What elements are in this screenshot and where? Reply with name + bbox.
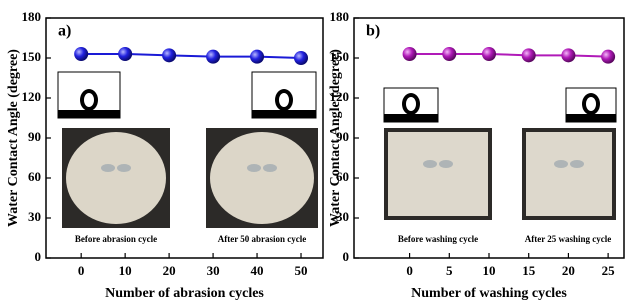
x-tick-label: 20 xyxy=(562,263,575,278)
data-point xyxy=(482,47,496,61)
substrate xyxy=(58,110,120,118)
drop-highlight xyxy=(406,97,416,111)
droplet xyxy=(439,160,453,168)
y-tick-label: 60 xyxy=(28,169,41,184)
x-tick-label: 30 xyxy=(207,263,220,278)
data-point xyxy=(522,48,536,62)
y-tick-label: 150 xyxy=(22,49,42,64)
y-tick-label: 0 xyxy=(343,249,350,264)
substrate xyxy=(566,114,616,122)
data-point xyxy=(118,47,132,61)
fabric-sample xyxy=(210,132,314,224)
drop-highlight xyxy=(84,93,94,107)
droplet xyxy=(570,160,584,168)
y-tick-label: 120 xyxy=(22,89,42,104)
panel-label: a) xyxy=(58,23,71,40)
x-tick-label: 10 xyxy=(483,263,496,278)
y-axis-label: Water Contact Angle (degree) xyxy=(6,49,21,227)
fabric-sample xyxy=(526,132,612,216)
data-point xyxy=(74,47,88,61)
droplet xyxy=(101,164,115,172)
figure: Before abrasion cycle After 50 abrasion c… xyxy=(0,0,629,304)
y-axis-label: Water Contact Angle (degree) xyxy=(328,49,343,227)
substrate xyxy=(252,110,316,118)
data-point xyxy=(162,48,176,62)
caption: Before abrasion cycle xyxy=(75,234,157,244)
droplet xyxy=(263,164,277,172)
droplet xyxy=(554,160,568,168)
data-point xyxy=(250,50,264,64)
data-point xyxy=(442,47,456,61)
x-tick-label: 20 xyxy=(163,263,176,278)
x-tick-label: 15 xyxy=(522,263,536,278)
data-point xyxy=(206,50,220,64)
data-point xyxy=(561,48,575,62)
x-tick-label: 0 xyxy=(406,263,413,278)
fabric-sample xyxy=(388,132,488,216)
y-tick-label: 30 xyxy=(28,209,41,224)
x-tick-label: 40 xyxy=(251,263,264,278)
x-tick-label: 25 xyxy=(602,263,616,278)
drop-highlight xyxy=(279,93,289,107)
y-tick-label: 180 xyxy=(330,9,350,24)
data-point xyxy=(403,47,417,61)
y-tick-label: 90 xyxy=(28,129,41,144)
panel-label: b) xyxy=(366,23,380,40)
droplet xyxy=(423,160,437,168)
data-point xyxy=(294,51,308,65)
x-tick-label: 5 xyxy=(446,263,453,278)
y-tick-label: 180 xyxy=(22,9,42,24)
fabric-sample xyxy=(66,132,166,224)
x-tick-label: 0 xyxy=(78,263,85,278)
x-axis-label: Number of abrasion cycles xyxy=(105,286,264,301)
substrate xyxy=(384,114,438,122)
caption: After 25 washing cycle xyxy=(525,234,612,244)
series-line xyxy=(410,54,609,57)
x-tick-label: 10 xyxy=(119,263,132,278)
data-point xyxy=(601,50,615,64)
x-axis-label: Number of washing cycles xyxy=(411,286,567,301)
y-tick-label: 0 xyxy=(35,249,42,264)
caption: After 50 abrasion cycle xyxy=(218,234,307,244)
caption: Before washing cycle xyxy=(398,234,478,244)
x-tick-label: 50 xyxy=(295,263,308,278)
drop-highlight xyxy=(586,97,596,111)
series-line xyxy=(81,54,301,58)
droplet xyxy=(247,164,261,172)
droplet xyxy=(117,164,131,172)
